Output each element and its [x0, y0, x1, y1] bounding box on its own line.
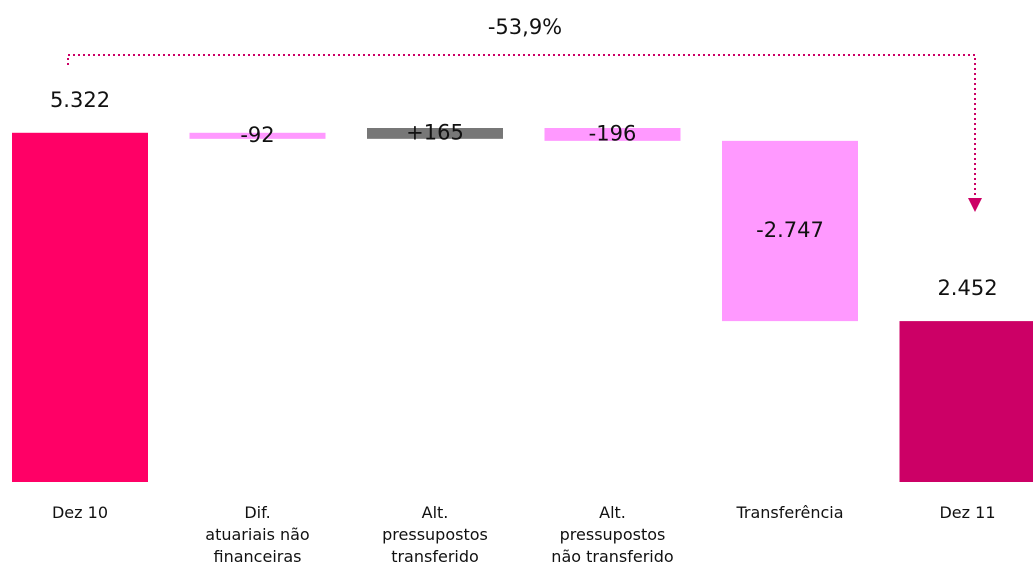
x-tick-label: Transferência [736, 503, 844, 522]
annotation: -53,9% [488, 15, 562, 39]
value-label: -196 [589, 121, 637, 145]
bar [899, 321, 1033, 482]
value-label: 2.452 [937, 276, 997, 300]
value-label: -2.747 [756, 218, 824, 242]
annotation-arrow [67, 54, 976, 198]
bar [189, 132, 326, 139]
bar [367, 128, 503, 139]
x-tick-label: Dez 10 [51, 503, 108, 522]
value-label: +165 [406, 120, 464, 144]
x-tick-label: Dif. atuariais não financeiras [205, 503, 310, 566]
arrow-head [968, 198, 982, 212]
x-tick-label: Alt. pressupostos transferido [382, 503, 488, 566]
bar [12, 132, 148, 483]
value-label: 5.322 [50, 88, 110, 112]
bar [544, 128, 681, 141]
bar [722, 140, 858, 322]
value-label: -92 [240, 123, 274, 147]
x-tick-label: Alt. pressupostos não transferido [551, 503, 674, 566]
x-tick-label: Dez 11 [939, 503, 996, 522]
